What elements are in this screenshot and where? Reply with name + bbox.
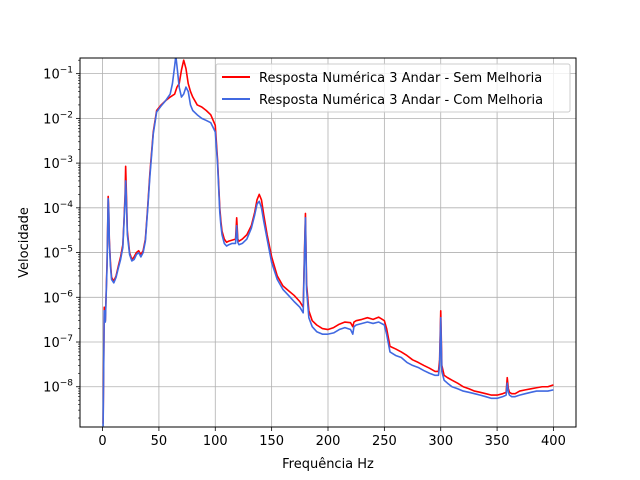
x-tick-label: 0 bbox=[98, 434, 106, 449]
x-axis: 0 50 100 150 200 250 300 350 400 bbox=[98, 427, 566, 449]
x-tick-label: 300 bbox=[428, 434, 453, 449]
x-tick-label: 150 bbox=[259, 434, 284, 449]
grid bbox=[80, 58, 576, 427]
x-tick-label: 250 bbox=[372, 434, 397, 449]
series-line-com-melhoria bbox=[102, 58, 554, 427]
x-axis-title: Frequência Hz bbox=[282, 457, 374, 472]
legend-label-com-melhoria: Resposta Numérica 3 Andar - Com Melhoria bbox=[259, 93, 543, 108]
y-axis-title: Velocidade bbox=[17, 207, 32, 278]
x-tick-label: 400 bbox=[541, 434, 566, 449]
legend: Resposta Numérica 3 Andar - Sem Melhoria… bbox=[215, 63, 571, 113]
x-tick-label: 100 bbox=[203, 434, 228, 449]
y-tick-label: 10−8 bbox=[43, 379, 73, 396]
series-layer bbox=[102, 58, 554, 427]
y-tick-label: 10−6 bbox=[43, 289, 73, 306]
y-tick-label: 10−1 bbox=[43, 66, 73, 83]
legend-label-sem-melhoria: Resposta Numérica 3 Andar - Sem Melhoria bbox=[259, 71, 542, 86]
x-tick-label: 50 bbox=[151, 434, 168, 449]
y-axis: 10−8 10−7 10−6 10−5 10−4 10−3 10−2 10−1 bbox=[43, 59, 80, 419]
y-tick-label: 10−5 bbox=[43, 245, 73, 262]
series-line-sem-melhoria bbox=[102, 59, 554, 424]
y-tick-label: 10−2 bbox=[43, 110, 73, 127]
y-tick-label: 10−7 bbox=[43, 334, 73, 351]
x-tick-label: 200 bbox=[316, 434, 341, 449]
y-tick-label: 10−3 bbox=[43, 155, 73, 172]
x-tick-label: 350 bbox=[485, 434, 510, 449]
legend-box bbox=[215, 63, 571, 113]
y-tick-label: 10−4 bbox=[43, 200, 73, 217]
